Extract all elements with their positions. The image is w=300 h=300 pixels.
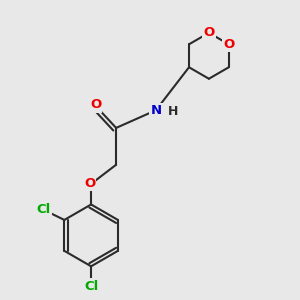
Text: O: O — [84, 177, 95, 190]
Text: H: H — [168, 105, 178, 118]
Text: Cl: Cl — [84, 280, 98, 292]
Text: N: N — [150, 104, 161, 117]
Text: Cl: Cl — [37, 202, 51, 215]
Text: O: O — [223, 38, 234, 51]
Text: O: O — [90, 98, 101, 111]
Text: O: O — [203, 26, 214, 39]
